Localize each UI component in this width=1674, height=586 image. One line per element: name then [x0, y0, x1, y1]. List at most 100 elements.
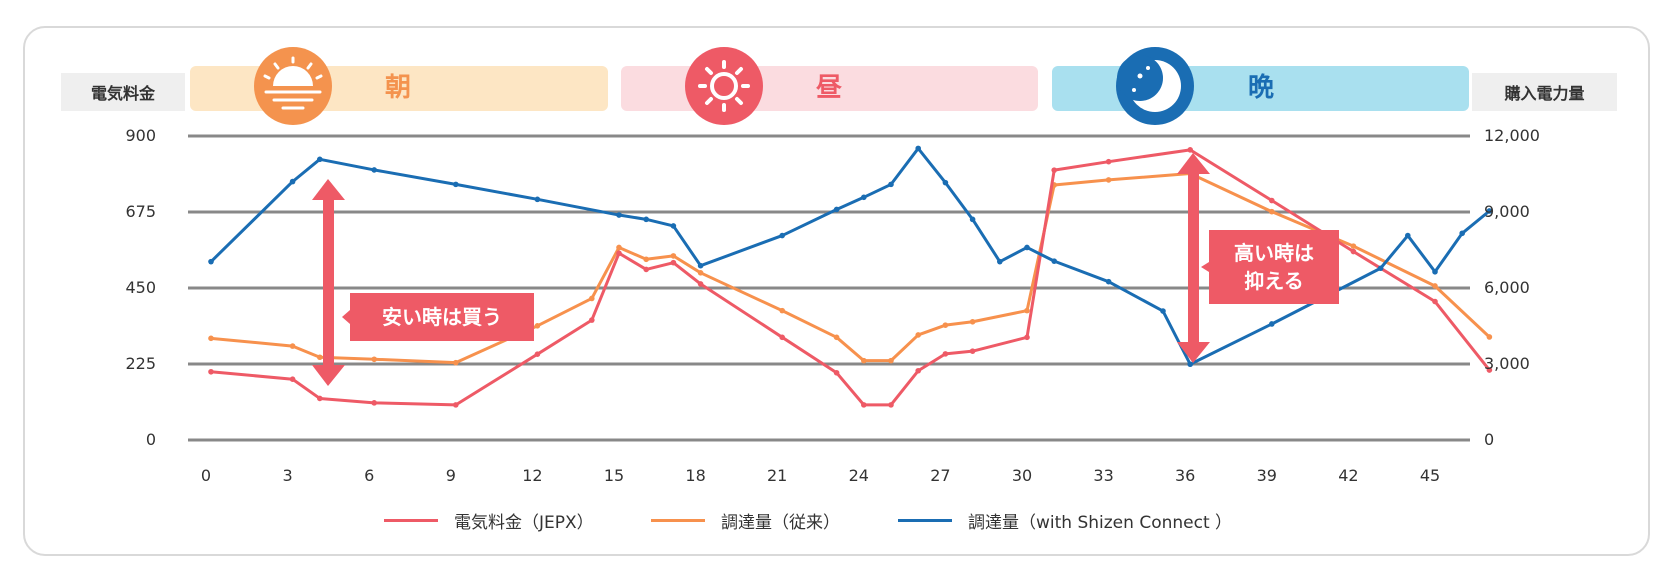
- data-point-price: [1024, 334, 1030, 341]
- data-point-shizen: [670, 223, 677, 229]
- y2-tick-label: 6,000: [1484, 278, 1530, 297]
- data-point-shizen: [616, 212, 622, 218]
- data-point-shizen: [1432, 268, 1438, 275]
- data-point-shizen: [1051, 258, 1057, 264]
- reduce-high-callout: 高い時は 抑える: [1209, 230, 1339, 304]
- data-point-conventional: [1105, 177, 1112, 183]
- data-point-conventional: [779, 307, 785, 314]
- data-point-shizen: [1377, 265, 1384, 272]
- x-tick-label: 39: [1256, 466, 1277, 485]
- data-point-shizen: [969, 216, 976, 223]
- y-tick-label: 0: [145, 430, 156, 449]
- y-tick-label: 675: [125, 202, 156, 221]
- legend-shizen: 調達量（with Shizen Connect ）: [898, 508, 1232, 533]
- data-point-price: [697, 281, 704, 287]
- data-point-shizen: [942, 179, 949, 186]
- data-point-shizen: [289, 178, 296, 185]
- data-point-shizen: [1486, 208, 1493, 214]
- x-tick-label: 42: [1338, 466, 1359, 485]
- data-point-price: [779, 334, 785, 341]
- data-point-conventional: [534, 323, 541, 329]
- data-point-shizen: [1105, 278, 1112, 285]
- x-tick-label: 36: [1175, 466, 1196, 485]
- data-point-conventional: [888, 357, 894, 364]
- reduce-high-arrow: [1177, 153, 1210, 363]
- right-axis-title: 購入電力量: [1472, 73, 1617, 111]
- legend-price: 電気料金（JEPX）: [384, 508, 594, 533]
- data-point-shizen: [1187, 361, 1193, 368]
- data-point-conventional: [1432, 283, 1438, 289]
- data-point-price: [915, 367, 921, 374]
- x-tick-label: 24: [848, 466, 869, 485]
- data-point-shizen: [371, 167, 378, 173]
- chart-card: [23, 26, 1650, 556]
- legend-label-conventional: 調達量（従来）: [721, 513, 840, 533]
- x-tick-label: 3: [282, 466, 293, 485]
- buy-low-callout: 安い時は買う: [350, 293, 534, 341]
- data-point-conventional: [1269, 208, 1275, 215]
- data-point-price: [670, 259, 677, 266]
- data-point-conventional: [371, 356, 378, 363]
- data-point-conventional: [453, 359, 459, 366]
- data-point-price: [589, 317, 595, 323]
- data-point-conventional: [208, 335, 214, 342]
- data-point-price: [1105, 158, 1112, 165]
- x-tick-label: 15: [603, 466, 625, 485]
- data-point-price: [371, 400, 378, 406]
- data-point-price: [1432, 298, 1438, 305]
- y-tick-label: 225: [125, 354, 156, 373]
- x-tick-label: 18: [685, 466, 706, 485]
- x-tick-label: 0: [200, 466, 212, 485]
- data-point-shizen: [697, 262, 704, 269]
- data-point-conventional: [942, 322, 949, 328]
- y-tick-label: 900: [125, 126, 156, 145]
- sunrise-icon: [254, 47, 332, 125]
- x-tick-label: 33: [1093, 466, 1114, 485]
- data-point-shizen: [861, 194, 867, 201]
- data-point-price: [888, 402, 894, 408]
- data-point-conventional: [289, 343, 296, 349]
- x-tick-label: 30: [1011, 466, 1033, 485]
- y-tick-label: 450: [125, 278, 156, 297]
- data-point-conventional: [697, 270, 704, 276]
- data-point-price: [1486, 367, 1493, 373]
- data-point-price: [861, 402, 867, 408]
- band-daytime-label: 昼: [816, 73, 843, 103]
- data-point-price: [1187, 147, 1193, 153]
- data-point-conventional: [833, 334, 840, 341]
- data-point-conventional: [861, 357, 867, 364]
- data-point-price: [1350, 248, 1357, 255]
- data-point-price: [643, 266, 649, 273]
- legend-swatch-price: [384, 519, 438, 522]
- data-point-conventional: [589, 295, 595, 302]
- data-point-price: [317, 395, 323, 402]
- data-point-shizen: [1024, 244, 1030, 251]
- x-tick-label: 9: [445, 466, 456, 485]
- data-point-price: [833, 369, 840, 376]
- data-point-price: [1051, 167, 1057, 173]
- data-point-conventional: [670, 253, 677, 259]
- y2-tick-label: 3,000: [1484, 354, 1530, 373]
- data-point-conventional: [1024, 307, 1030, 314]
- data-point-conventional: [317, 354, 323, 361]
- sun-icon: [685, 47, 763, 125]
- legend-conventional: 調達量（従来）: [651, 508, 840, 533]
- series-line-conventional: [210, 171, 1491, 365]
- reduce-high-text-1: 高い時は: [1234, 241, 1314, 265]
- data-point-shizen: [833, 206, 840, 213]
- band-morning-label: 朝: [385, 73, 412, 103]
- left-axis-title: 電気料金: [61, 73, 185, 111]
- data-point-price: [453, 402, 459, 408]
- x-tick-label: 45: [1419, 466, 1441, 485]
- data-point-shizen: [779, 232, 785, 239]
- data-point-price: [942, 351, 949, 357]
- x-tick-label: 21: [767, 466, 788, 485]
- data-point-conventional: [643, 256, 649, 263]
- data-point-price: [969, 348, 976, 354]
- buy-low-arrow: [312, 179, 345, 386]
- legend-label-shizen: 調達量（with Shizen Connect ）: [968, 513, 1233, 533]
- data-point-shizen: [643, 216, 649, 223]
- x-tick-label: 6: [364, 466, 375, 485]
- data-point-shizen: [534, 196, 541, 203]
